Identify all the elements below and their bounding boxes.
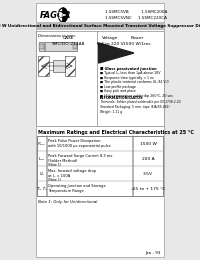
Bar: [37, 136, 163, 196]
Text: Tⱼ, Tⱼⱼ: Tⱼ, Tⱼⱼ: [37, 186, 47, 191]
Text: Note 1: Only for Unidirectional: Note 1: Only for Unidirectional: [38, 200, 97, 204]
Bar: [44, 42, 46, 51]
Text: Jan - 93: Jan - 93: [146, 251, 161, 255]
Text: INFORMATION/DATOS: INFORMATION/DATOS: [100, 96, 144, 100]
Text: CASE
SMC/DO-214AB: CASE SMC/DO-214AB: [51, 36, 85, 46]
Text: Maximum Ratings and Electrical Characteristics at 25 °C: Maximum Ratings and Electrical Character…: [38, 130, 193, 135]
Bar: [36, 31, 164, 126]
Text: Dimensions in mm.: Dimensions in mm.: [38, 34, 76, 38]
Polygon shape: [63, 8, 67, 22]
Text: Operating Junction and Storage: Operating Junction and Storage: [48, 184, 106, 188]
Bar: [49, 62, 53, 70]
Text: ■ The plastic material conforms UL-94 V-0: ■ The plastic material conforms UL-94 V-…: [100, 80, 169, 84]
Text: Terminals: Solder plated solderable per IEC1738-2-20
Standard Packaging: 5 mm. t: Terminals: Solder plated solderable per …: [100, 100, 181, 114]
Bar: [65, 56, 75, 76]
Bar: [53, 60, 65, 72]
Text: at Iₑ = 100A: at Iₑ = 100A: [48, 173, 70, 178]
Text: (Note 1): (Note 1): [48, 178, 61, 181]
Text: Temperature Range: Temperature Range: [48, 188, 84, 192]
Text: 1500 W: 1500 W: [140, 141, 157, 146]
Text: Voltage
6.4 to 220 V: Voltage 6.4 to 220 V: [97, 36, 124, 46]
Bar: [36, 22, 164, 30]
Text: ■ Glass passivated junction: ■ Glass passivated junction: [100, 67, 157, 71]
Text: (Note 1): (Note 1): [48, 162, 61, 166]
Text: P₂₂ₓ: P₂₂ₓ: [38, 141, 46, 146]
Text: Peak Forward Surge Current 8.3 ms.: Peak Forward Surge Current 8.3 ms.: [48, 154, 114, 158]
Text: ■ Response time typically < 1 ns: ■ Response time typically < 1 ns: [100, 75, 154, 80]
Text: Power
1500 W/1ms: Power 1500 W/1ms: [123, 36, 151, 46]
Bar: [39, 44, 44, 49]
Polygon shape: [99, 43, 134, 63]
Text: 200 A: 200 A: [142, 157, 154, 160]
Text: Max. forward voltage drop: Max. forward voltage drop: [48, 169, 96, 173]
Bar: [73, 44, 77, 49]
Text: (Solder Method): (Solder Method): [48, 159, 78, 162]
Text: 3.5V: 3.5V: [143, 172, 153, 176]
Text: 1500 W Unidirectional and Bidirectional Surface Mounted Transient Voltage Suppre: 1500 W Unidirectional and Bidirectional …: [0, 24, 200, 28]
Text: ■ Typical I₂₂ less than 1μA above 10V: ■ Typical I₂₂ less than 1μA above 10V: [100, 71, 160, 75]
Text: -65 to + 175 °C: -65 to + 175 °C: [131, 186, 165, 191]
Text: FAGOR: FAGOR: [40, 10, 72, 20]
Text: ■ Easy pick and place: ■ Easy pick and place: [100, 89, 136, 93]
Text: ■ Low profile package: ■ Low profile package: [100, 84, 136, 88]
Bar: [39, 42, 77, 51]
Text: Vₑ: Vₑ: [40, 172, 44, 176]
Text: I₂₂ₓ: I₂₂ₓ: [39, 157, 45, 160]
Bar: [38, 56, 49, 76]
Text: 1.5SMC5VB          1.5SMC200A: 1.5SMC5VB 1.5SMC200A: [105, 10, 168, 14]
Text: 1.5SMC5VNC     1.5SMC220CA: 1.5SMC5VNC 1.5SMC220CA: [105, 16, 167, 20]
Text: ■ High temperature solder dip 260°C, 20 sec.: ■ High temperature solder dip 260°C, 20 …: [100, 94, 174, 98]
Text: Peak Pulse Power Dissipation: Peak Pulse Power Dissipation: [48, 139, 101, 143]
Text: with 10/1000 μs exponential pulse: with 10/1000 μs exponential pulse: [48, 144, 111, 147]
